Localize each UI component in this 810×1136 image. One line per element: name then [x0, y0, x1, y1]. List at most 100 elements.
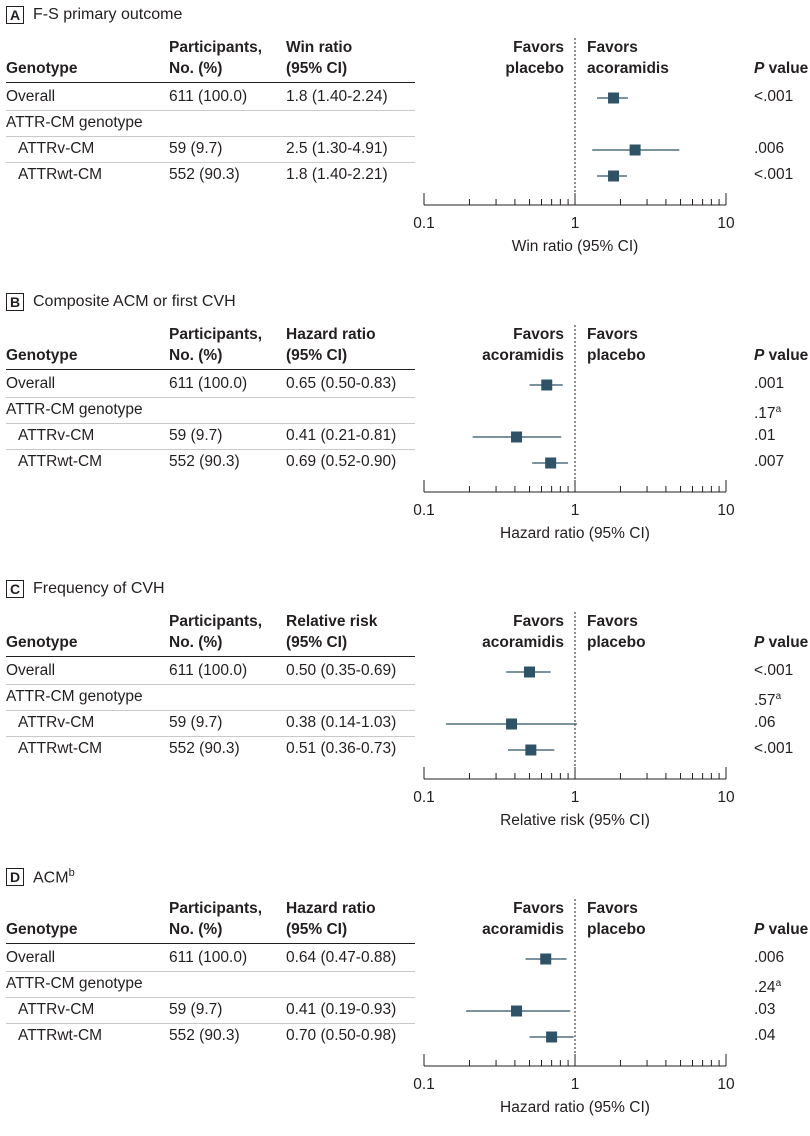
row-estimate: 0.70 (0.50-0.98) [286, 1027, 397, 1044]
header-participants-2: No. (%) [169, 634, 223, 651]
row-participants: 59 (9.7) [169, 714, 223, 731]
header-genotype: Genotype [6, 60, 78, 77]
favors-left-line2: acoramidis [482, 921, 564, 938]
row-participants: 611 (100.0) [169, 88, 248, 105]
favors-left-line2: acoramidis [482, 634, 564, 651]
row-p-value: .57a [754, 687, 781, 711]
header-genotype: Genotype [6, 921, 78, 938]
row-estimate: 0.41 (0.19-0.93) [286, 1001, 397, 1018]
header-p-value: P value [754, 346, 808, 366]
header-genotype: Genotype [6, 634, 78, 651]
row-estimate: 0.65 (0.50-0.83) [286, 375, 397, 392]
header-p-italic: P [754, 347, 765, 364]
x-tick-label: 10 [717, 215, 735, 232]
p-number: .04 [754, 1027, 776, 1044]
x-tick-label: 0.1 [413, 502, 435, 519]
p-number: .007 [754, 453, 785, 470]
point-estimate [545, 457, 557, 469]
forest-chart: 0.1 1 10 Win ratio (95% CI) [413, 38, 735, 255]
header-p-italic: P [754, 921, 765, 938]
header-p-value: P value [754, 633, 808, 653]
panel-title-text: ACMb [33, 867, 75, 887]
favors-right-line1: Favors [587, 613, 638, 630]
header-measure-1: Hazard ratio [286, 326, 376, 343]
favors-left-line2: acoramidis [482, 347, 564, 364]
panel-letter: B [6, 293, 24, 311]
p-prefix: < [754, 740, 764, 757]
row-p-value: .24a [754, 974, 781, 998]
row-p-value: <.001 [754, 165, 793, 185]
panel-title-label: F-S primary outcome [33, 6, 183, 23]
row-p-value: .006 [754, 139, 784, 159]
p-footnote: a [775, 691, 782, 702]
p-number: .001 [763, 662, 794, 679]
header-rule [6, 369, 415, 370]
panel-letter: D [6, 868, 24, 887]
favors-left-line1: Favors [513, 326, 564, 343]
row-divider [6, 397, 415, 398]
row-divider [6, 971, 415, 972]
panel-b: B Composite ACM or first CVH Genotype Parti… [0, 287, 810, 562]
x-tick-label: 1 [571, 215, 580, 232]
row-estimate: 0.41 (0.21-0.81) [286, 427, 397, 444]
row-label: ATTRwt-CM [18, 740, 103, 757]
row-participants: 552 (90.3) [169, 166, 240, 183]
row-label: ATTRv-CM [18, 714, 95, 731]
point-estimate [540, 953, 552, 965]
row-divider [6, 136, 415, 137]
header-measure-1: Relative risk [286, 613, 378, 630]
row-label: ATTRv-CM [18, 427, 95, 444]
p-number: .006 [754, 949, 785, 966]
x-axis-title: Win ratio (95% CI) [512, 238, 639, 255]
row-participants: 552 (90.3) [169, 740, 240, 757]
row-label: ATTRv-CM [18, 1001, 95, 1018]
row-participants: 611 (100.0) [169, 375, 248, 392]
row-estimate: 2.5 (1.30-4.91) [286, 140, 388, 157]
row-divider [6, 449, 415, 450]
row-estimate: 0.69 (0.52-0.90) [286, 453, 397, 470]
favors-right-line2: placebo [587, 921, 646, 938]
x-axis-title: Hazard ratio (95% CI) [500, 1099, 650, 1116]
panel-letter: A [6, 6, 24, 24]
row-p-value: .04 [754, 1026, 776, 1046]
row-estimate: 1.8 (1.40-2.21) [286, 166, 388, 183]
header-p-rest: value [764, 634, 809, 651]
header-p-rest: value [764, 60, 809, 77]
panel-title-label: Frequency of CVH [33, 580, 165, 597]
header-p-italic: P [754, 60, 765, 77]
row-label: ATTRwt-CM [18, 453, 103, 470]
row-participants: 611 (100.0) [169, 949, 248, 966]
panel-title-text: Composite ACM or first CVH [33, 293, 236, 311]
point-estimate [629, 144, 641, 156]
row-p-value: <.001 [754, 739, 793, 759]
p-prefix: < [754, 166, 764, 183]
row-p-value: .01 [754, 426, 776, 446]
favors-right-line1: Favors [587, 326, 638, 343]
row-participants: 611 (100.0) [169, 662, 248, 679]
row-p-value: .03 [754, 1000, 776, 1020]
header-participants-2: No. (%) [169, 347, 223, 364]
point-estimate [608, 170, 620, 182]
favors-right-line1: Favors [587, 39, 638, 56]
p-number: .57 [754, 692, 776, 710]
point-estimate [524, 666, 536, 678]
row-divider [6, 684, 415, 685]
p-number: .006 [754, 140, 785, 157]
header-p-rest: value [764, 347, 809, 364]
x-tick-label: 0.1 [413, 215, 435, 232]
row-participants: 552 (90.3) [169, 453, 240, 470]
x-tick-label: 10 [717, 1076, 735, 1093]
p-number: .17 [754, 405, 776, 423]
point-estimate [546, 1031, 558, 1043]
forest-chart: 0.1 1 10 Hazard ratio (95% CI) [413, 899, 735, 1116]
header-measure-2: (95% CI) [286, 634, 348, 651]
x-axis-title: Relative risk (95% CI) [500, 812, 650, 829]
header-p-value: P value [754, 920, 808, 940]
panel-title: A F-S primary outcome [6, 6, 182, 24]
point-estimate [511, 1005, 523, 1017]
header-p-rest: value [764, 921, 809, 938]
header-rule [6, 656, 415, 657]
p-number: .001 [754, 375, 785, 392]
header-participants-1: Participants, [169, 900, 263, 917]
row-label: ATTR-CM genotype [6, 401, 143, 418]
